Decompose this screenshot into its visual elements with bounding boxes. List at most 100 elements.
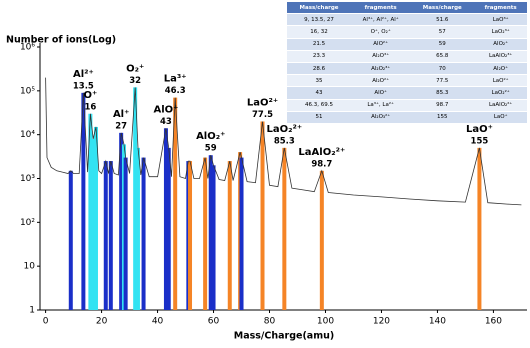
table-row: 35 Al₂O²⁺ 77.5 LaO²⁺ xyxy=(287,74,527,88)
y-tick-label: 10³ xyxy=(20,174,35,184)
peak-fill xyxy=(163,128,168,310)
y-axis-label: Number of ions(Log) xyxy=(6,35,116,46)
y-tick-label: 1 xyxy=(29,306,35,316)
table-cell: 70 xyxy=(410,62,475,76)
y-tick-label: 10⁶ xyxy=(20,43,35,53)
table-cell: LaO₂²⁺ xyxy=(474,86,527,100)
table-row: Mass/charge fragments Mass/charge fragments xyxy=(287,2,527,15)
table-cell: 51.6 xyxy=(410,13,475,27)
x-tick-label: 0 xyxy=(43,317,49,327)
table-cell: Al³⁺, Al²⁺, Al⁺ xyxy=(351,13,411,27)
table-row: 16, 32 O⁺, O₂⁺ 57 LaO₂³⁺ xyxy=(287,25,527,39)
peak-fill xyxy=(319,170,324,310)
peak-ion-label: LaO₂²⁺ xyxy=(267,124,303,135)
table-cell: 43 xyxy=(287,86,352,100)
table-cell: 65.8 xyxy=(410,50,475,63)
table-cell: AlO⁺ xyxy=(351,86,411,100)
table-cell: LaO²⁺ xyxy=(474,74,527,88)
peak-mass-label: 43 xyxy=(160,117,172,127)
x-tick-label: 40 xyxy=(152,317,164,327)
table-cell: Al₂O³⁺ xyxy=(351,50,411,63)
peak-fill xyxy=(119,132,124,310)
peak-fill xyxy=(211,165,216,310)
peak-ion-label: LaO²⁺ xyxy=(247,97,278,108)
table-cell: 51 xyxy=(287,111,352,124)
table-cell: 98.7 xyxy=(410,99,475,112)
peak-fill xyxy=(88,113,93,310)
table-header-cell: fragments xyxy=(474,2,527,15)
x-tick-label: 100 xyxy=(317,317,334,327)
peak-ion-label: LaAlO₂²⁺ xyxy=(298,147,345,158)
table-cell: La³⁺, La²⁺ xyxy=(351,99,411,112)
table-cell: 59 xyxy=(410,38,475,51)
peak-ion-label: AlO⁺ xyxy=(153,104,178,115)
peak-mass-label: 32 xyxy=(129,76,141,86)
table-cell: 28.6 xyxy=(287,62,352,76)
table-row: 9, 13.5, 27 Al³⁺, Al²⁺, Al⁺ 51.6 LaO³⁺ xyxy=(287,13,527,27)
table-cell: LaAlO₂³⁺ xyxy=(474,50,527,63)
table-cell: LaO⁺ xyxy=(474,111,527,124)
peak-fill xyxy=(68,170,73,310)
peak-ion-label: AlO₂⁺ xyxy=(196,131,225,142)
peak-ion-label: O₂⁺ xyxy=(126,63,144,74)
table-cell: 21.5 xyxy=(287,38,352,51)
table-cell: 16, 32 xyxy=(287,25,352,39)
x-tick-label: 140 xyxy=(429,317,446,327)
peak-fill xyxy=(108,161,113,310)
peak-mass-label: 155 xyxy=(471,136,489,146)
peak-fill xyxy=(203,157,208,310)
peak-ion-label: LaO⁺ xyxy=(466,124,493,135)
peak-mass-label: 77.5 xyxy=(252,110,273,120)
x-tick-label: 60 xyxy=(208,317,220,327)
peak-ion-label: Al²⁺ xyxy=(73,69,94,80)
peak-mass-label: 98.7 xyxy=(311,159,332,169)
table-cell: 155 xyxy=(410,111,475,124)
peak-fill xyxy=(188,161,193,310)
table-row: 23.3 Al₂O³⁺ 65.8 LaAlO₂³⁺ xyxy=(287,50,527,63)
table-cell: Al₂O⁺ xyxy=(474,62,527,76)
table-cell: 46.3, 69.5 xyxy=(287,99,352,112)
table-header-cell: Mass/charge xyxy=(287,2,352,15)
peak-fill xyxy=(282,147,287,310)
peak-fill xyxy=(123,157,128,310)
peak-fill xyxy=(133,87,138,311)
x-axis-label: Mass/Charge(amu) xyxy=(234,331,334,342)
peak-mass-label: 13.5 xyxy=(73,81,94,91)
spectrum-line xyxy=(45,77,522,206)
table-cell: Al₂O₃²⁺ xyxy=(351,111,411,124)
table-row: 51 Al₂O₃²⁺ 155 LaO⁺ xyxy=(287,111,527,124)
table-cell: Al₂O₂³⁺ xyxy=(351,62,411,76)
peak-mass-label: 27 xyxy=(115,121,127,131)
table-cell: 57 xyxy=(410,25,475,39)
peak-fill xyxy=(239,157,244,310)
table-row: 43 AlO⁺ 85.3 LaO₂²⁺ xyxy=(287,86,527,100)
peak-fill xyxy=(141,157,146,310)
peak-fill xyxy=(477,147,482,310)
y-tick-label: 10² xyxy=(20,218,35,228)
peak-mass-label: 59 xyxy=(205,144,217,154)
x-tick-label: 20 xyxy=(96,317,108,327)
y-tick-label: 10⁴ xyxy=(20,130,35,140)
table-cell: 35 xyxy=(287,74,352,88)
peak-fill xyxy=(227,161,232,310)
peak-ion-label: La³⁺ xyxy=(164,74,187,85)
table-row: 46.3, 69.5 La³⁺, La²⁺ 98.7 LaAlO₂²⁺ xyxy=(287,99,527,112)
peak-fill xyxy=(81,92,86,310)
x-tick-label: 120 xyxy=(373,317,390,327)
peak-ion-label: Al⁺ xyxy=(113,109,129,120)
peak-mass-label: 46.3 xyxy=(165,86,186,96)
peak-fill xyxy=(103,161,108,310)
table-cell: 23.3 xyxy=(287,50,352,63)
table-cell: AlO²⁺ xyxy=(351,38,411,51)
table-header-cell: Mass/charge xyxy=(410,2,475,15)
table-row: 28.6 Al₂O₂³⁺ 70 Al₂O⁺ xyxy=(287,62,527,76)
table-header-cell: fragments xyxy=(351,2,411,15)
peak-fill xyxy=(173,97,178,310)
peak-fill xyxy=(93,126,98,310)
peak-mass-label: 16 xyxy=(84,102,96,112)
fragment-table: Mass/charge fragments Mass/charge fragments… xyxy=(287,2,527,124)
table-cell: AlO₂⁺ xyxy=(474,38,527,51)
peak-fill xyxy=(208,155,213,310)
